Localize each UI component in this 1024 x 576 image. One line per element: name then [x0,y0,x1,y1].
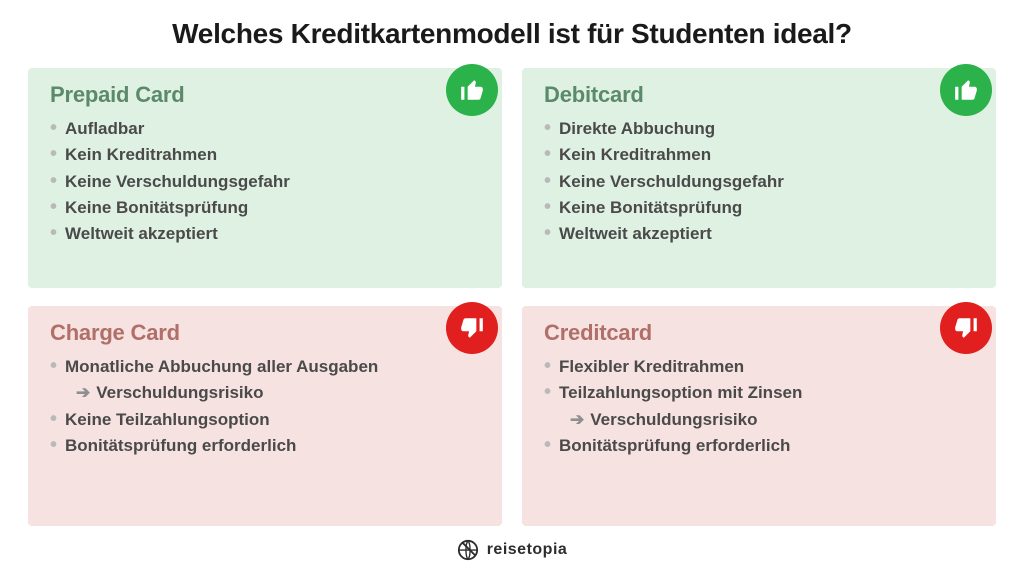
thumbs-down-icon [940,302,992,354]
arrow-right-icon: ➔ [570,407,584,433]
list-item: Keine Verschuldungsgefahr [544,169,974,195]
list-item: Teilzahlungsoption mit Zinsen [544,380,974,406]
globe-icon [457,539,479,561]
list-item: Weltweit akzeptiert [50,221,480,247]
card-debit: Debitcard Direkte Abbuchung Kein Kreditr… [522,68,996,288]
card-grid: Prepaid Card Aufladbar Kein Kreditrahmen… [28,68,996,526]
list-item: Bonitätsprüfung erforderlich [544,433,974,459]
list-item: Direkte Abbuchung [544,116,974,142]
card-list: Direkte Abbuchung Kein Kreditrahmen Kein… [544,116,974,248]
list-item: Keine Teilzahlungsoption [50,407,480,433]
list-item-sub: ➔Verschuldungsrisiko [544,407,974,433]
thumbs-up-icon [940,64,992,116]
list-item: Flexibler Kreditrahmen [544,354,974,380]
card-list: Flexibler Kreditrahmen Teilzahlungsoptio… [544,354,974,459]
thumbs-up-icon [446,64,498,116]
list-item: Weltweit akzeptiert [544,221,974,247]
card-list: Monatliche Abbuchung aller Ausgaben ➔Ver… [50,354,480,459]
footer: reisetopia [28,536,996,564]
card-heading: Charge Card [50,320,480,346]
card-credit: Creditcard Flexibler Kreditrahmen Teilza… [522,306,996,526]
list-item: Monatliche Abbuchung aller Ausgaben [50,354,480,380]
list-item: Kein Kreditrahmen [544,142,974,168]
card-heading: Debitcard [544,82,974,108]
list-item-sub: ➔Verschuldungsrisiko [50,380,480,406]
card-prepaid: Prepaid Card Aufladbar Kein Kreditrahmen… [28,68,502,288]
page-title: Welches Kreditkartenmodell ist für Stude… [28,18,996,50]
list-item: Aufladbar [50,116,480,142]
card-heading: Creditcard [544,320,974,346]
card-heading: Prepaid Card [50,82,480,108]
card-list: Aufladbar Kein Kreditrahmen Keine Versch… [50,116,480,248]
list-item: Bonitätsprüfung erforderlich [50,433,480,459]
list-item: Kein Kreditrahmen [50,142,480,168]
list-item: Keine Bonitätsprüfung [50,195,480,221]
brand-name: reisetopia [487,541,568,559]
thumbs-down-icon [446,302,498,354]
arrow-right-icon: ➔ [76,380,90,406]
list-item: Keine Verschuldungsgefahr [50,169,480,195]
list-item: Keine Bonitätsprüfung [544,195,974,221]
card-charge: Charge Card Monatliche Abbuchung aller A… [28,306,502,526]
